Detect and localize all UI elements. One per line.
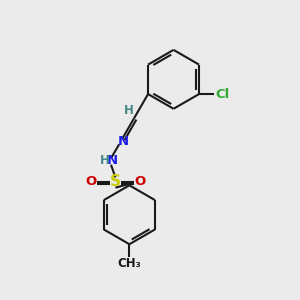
Text: O: O	[85, 175, 97, 188]
Text: N: N	[118, 135, 129, 148]
Text: H: H	[124, 103, 134, 116]
Text: O: O	[134, 175, 145, 188]
Text: H: H	[100, 154, 110, 167]
Text: S: S	[110, 174, 121, 189]
Text: N: N	[107, 154, 118, 167]
Text: Cl: Cl	[215, 88, 230, 100]
Text: CH₃: CH₃	[118, 257, 141, 270]
